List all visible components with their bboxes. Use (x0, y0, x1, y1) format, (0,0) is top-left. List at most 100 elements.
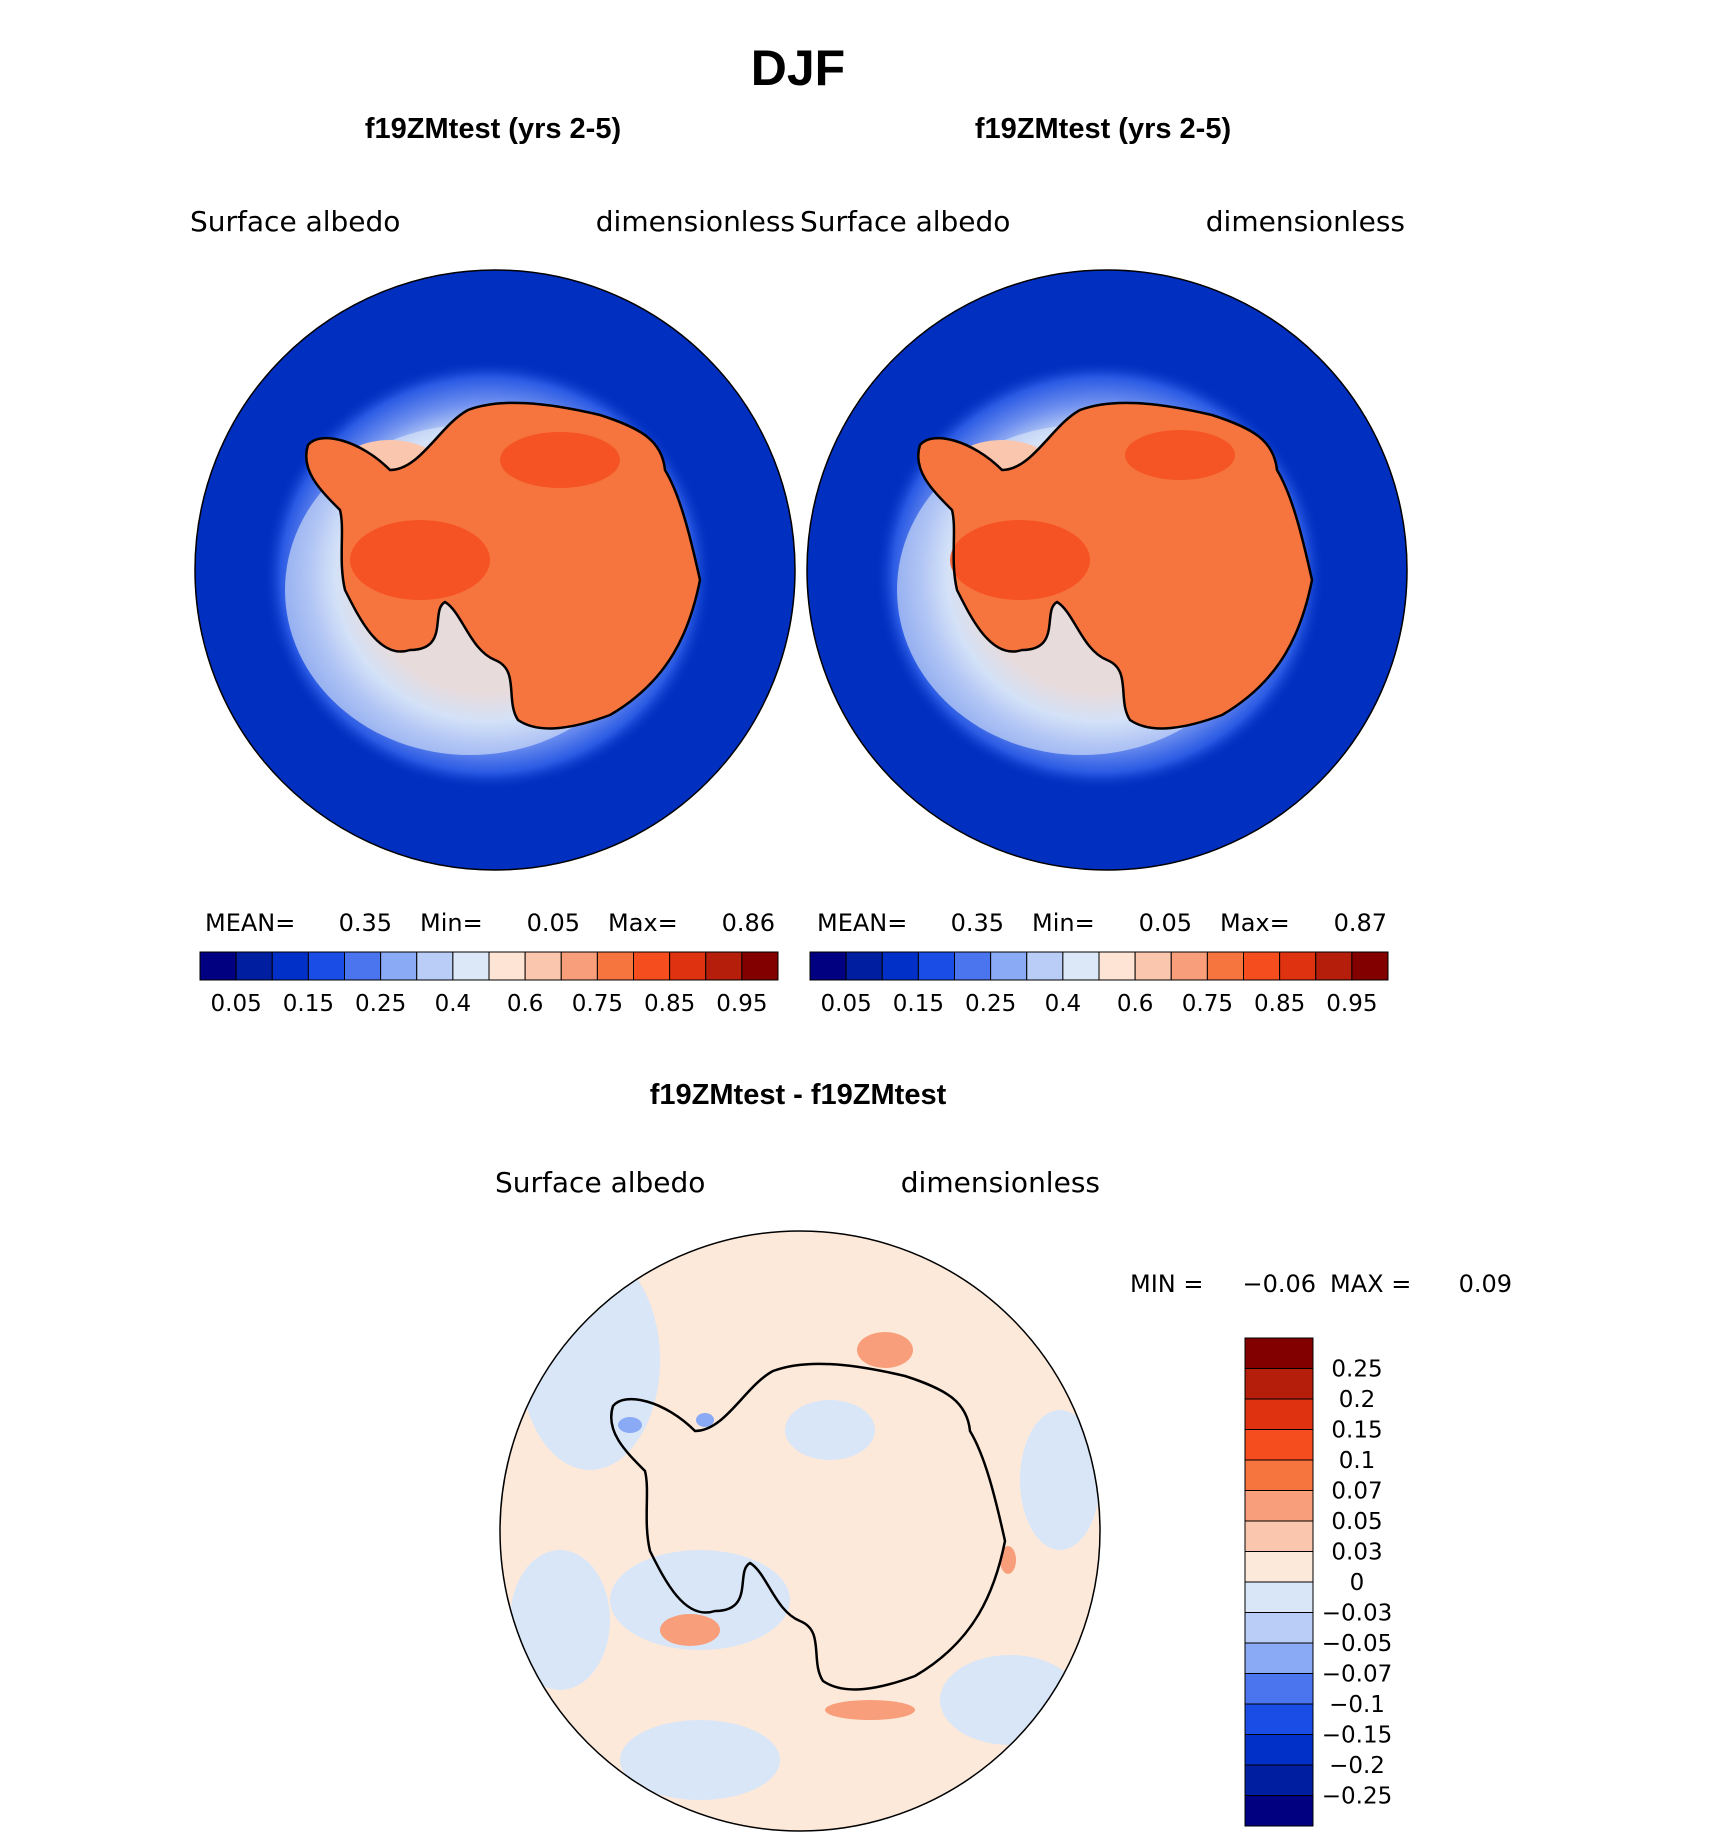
panel-2-ice-peak-a (950, 520, 1090, 600)
panel-2-colorbar-box (1026, 951, 1064, 981)
panel-2-colorbar-box (809, 951, 847, 981)
panel-3-neg-region-e (940, 1655, 1080, 1745)
panel-2-title: f19ZMtest (yrs 2-5) (975, 113, 1231, 145)
panel-1-colorbar-box (741, 951, 779, 981)
panel-1-colorbar-box (560, 951, 598, 981)
panel-3-colorbar-box (1244, 1795, 1314, 1827)
panel-2-colorbar-box (917, 951, 955, 981)
panel-2-mean-value: 0.35 (951, 909, 1004, 937)
panel-3-neg-region-c (785, 1400, 875, 1460)
panel-3-colorbar-box (1244, 1490, 1314, 1522)
panel-3-max-label: MAX = (1330, 1270, 1411, 1298)
panel-1-colorbar-box (669, 951, 707, 981)
panel-3-colorbar-box (1244, 1673, 1314, 1705)
panel-2-colorbar-box (1279, 951, 1317, 981)
panel-1-max-label: Max= (608, 909, 678, 937)
panel-1: f19ZMtest (yrs 2-5) Surface albedo dimen… (190, 113, 796, 1017)
panel-1-colorbar-tick-label: 0.15 (283, 991, 334, 1017)
panel-3-neg-region-f (620, 1720, 780, 1800)
panel-2-right-label: dimensionless (1206, 205, 1405, 238)
panel-3-colorbar-box (1244, 1612, 1314, 1644)
panel-3-colorbar-box (1244, 1398, 1314, 1430)
panel-2-colorbar-tick-label: 0.15 (893, 991, 944, 1017)
panel-1-colorbar-box (452, 951, 490, 981)
panel-2-colorbar-box (881, 951, 919, 981)
panel-2: f19ZMtest (yrs 2-5) Surface albedo dimen… (800, 113, 1408, 1017)
panel-3-map-border (499, 1230, 1101, 1832)
panel-3-colorbar-box (1244, 1368, 1314, 1400)
panel-3-min-label: MIN = (1130, 1270, 1203, 1298)
panel-3-colorbar-tick-label: −0.15 (1322, 1723, 1392, 1749)
panel-3-colorbar-tick-label: 0.25 (1331, 1357, 1382, 1383)
figure-title: DJF (751, 40, 845, 96)
panel-3-max-value: 0.09 (1459, 1270, 1512, 1298)
panel-1-ice-peak-a (350, 520, 490, 600)
panel-1-colorbar-box (271, 951, 309, 981)
panel-3-colorbar-box (1244, 1459, 1314, 1491)
panel-3-colorbar-tick-label: −0.1 (1329, 1692, 1385, 1718)
panel-3-colorbar-box (1244, 1520, 1314, 1552)
panel-2-left-label: Surface albedo (800, 205, 1010, 238)
panel-3-colorbar-tick-label: 0.07 (1331, 1479, 1382, 1505)
panel-3-colorbar-tick-label: 0.15 (1331, 1418, 1382, 1444)
panel-1-title: f19ZMtest (yrs 2-5) (365, 113, 621, 145)
panel-2-colorbar-box (1062, 951, 1100, 981)
panel-3-colorbar-tick-label: 0.2 (1339, 1387, 1376, 1413)
panel-2-colorbar-tick-label: 0.75 (1182, 991, 1233, 1017)
panel-2-colorbar: 0.05 0.15 0.25 0.4 0.6 0.75 0.85 0.95 (809, 951, 1389, 1017)
panel-3-colorbar-tick-label: 0 (1350, 1570, 1365, 1596)
panel-1-colorbar-box (380, 951, 418, 981)
panel-3-pos-spot-b (660, 1614, 720, 1646)
panel-3-neg-spot-a (618, 1417, 642, 1433)
panel-2-colorbar-tick-label: 0.85 (1254, 991, 1305, 1017)
panel-1-colorbar-tick-label: 0.4 (435, 991, 472, 1017)
panel-2-map (807, 270, 1407, 870)
panel-3-neg-region-b (610, 1550, 790, 1650)
panel-2-map-border (806, 269, 1408, 871)
panel-2-colorbar-box (1134, 951, 1172, 981)
panel-1-colorbar-box (488, 951, 526, 981)
panel-2-colorbar-box (1206, 951, 1244, 981)
panel-3-colorbar-box (1244, 1764, 1314, 1796)
panel-3-neg-spot-b (696, 1413, 714, 1427)
panel-1-map-border (194, 269, 796, 871)
panel-3-colorbar-tick-label: 0.03 (1331, 1540, 1382, 1566)
panel-1-colorbar: 0.05 0.15 0.25 0.4 0.6 0.75 0.85 0.95 (199, 951, 779, 1017)
panel-3-colorbar-tick-label: 0.05 (1331, 1509, 1382, 1535)
panel-3-min-value: −0.06 (1242, 1270, 1316, 1298)
panel-3-neg-region-g (1020, 1410, 1100, 1550)
panel-1-min-value: 0.05 (527, 909, 580, 937)
panel-1-colorbar-tick-label: 0.75 (572, 991, 623, 1017)
panel-1-colorbar-box (307, 951, 345, 981)
panel-3-neg-region-a (520, 1250, 660, 1470)
panel-1-colorbar-box (705, 951, 743, 981)
panel-3-right-label: dimensionless (901, 1166, 1100, 1199)
panel-3-colorbar-tick-label: −0.2 (1329, 1753, 1385, 1779)
panel-2-colorbar-tick-label: 0.95 (1326, 991, 1377, 1017)
panel-2-colorbar-box (954, 951, 992, 981)
panel-2-colorbar-box (1351, 951, 1389, 981)
panel-1-colorbar-tick-label: 0.85 (644, 991, 695, 1017)
panel-2-colorbar-box (1243, 951, 1281, 981)
panel-1-colorbar-box (344, 951, 382, 981)
panel-2-min-value: 0.05 (1139, 909, 1192, 937)
panel-3-pos-spot-c (825, 1700, 915, 1720)
panel-1-colorbar-box (235, 951, 273, 981)
panel-3-pos-spot-a (857, 1332, 913, 1368)
panel-2-colorbar-box (1315, 951, 1353, 981)
panel-1-colorbar-box (199, 951, 237, 981)
panel-1-colorbar-box (633, 951, 671, 981)
panel-1-colorbar-tick-label: 0.05 (211, 991, 262, 1017)
panel-3-colorbar-tick-label: −0.07 (1322, 1662, 1392, 1688)
panel-3-title: f19ZMtest - f19ZMtest (650, 1079, 947, 1111)
panel-1-left-label: Surface albedo (190, 205, 400, 238)
panel-1-min-label: Min= (420, 909, 483, 937)
panel-3-map (500, 1231, 1100, 1831)
panel-3-left-label: Surface albedo (495, 1166, 705, 1199)
panel-2-colorbar-box (1170, 951, 1208, 981)
panel-1-colorbar-box (416, 951, 454, 981)
panel-3-colorbar-box (1244, 1551, 1314, 1583)
panel-3-colorbar-box (1244, 1734, 1314, 1766)
panel-1-colorbar-box (524, 951, 562, 981)
